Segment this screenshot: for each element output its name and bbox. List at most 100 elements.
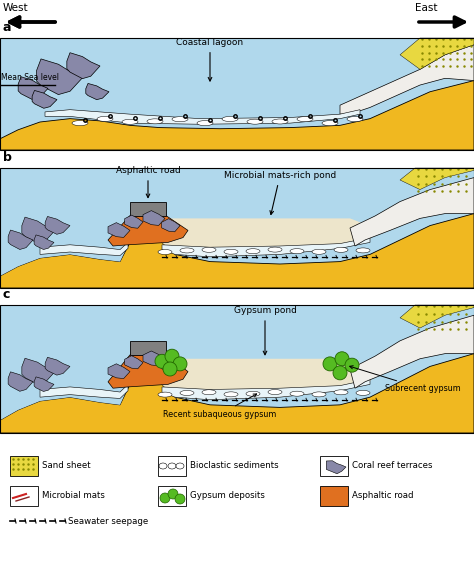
Polygon shape: [108, 223, 130, 238]
Polygon shape: [143, 211, 165, 225]
Ellipse shape: [158, 392, 172, 397]
Ellipse shape: [290, 391, 304, 396]
Ellipse shape: [356, 248, 370, 253]
Polygon shape: [350, 315, 474, 388]
Ellipse shape: [356, 390, 370, 396]
Bar: [0, 168, 474, 288]
Text: East: East: [415, 3, 438, 13]
Circle shape: [160, 493, 170, 503]
Text: Subrecent gypsum: Subrecent gypsum: [350, 365, 461, 393]
Bar: [158, 456, 186, 476]
Polygon shape: [36, 59, 83, 95]
Text: Coastal lagoon: Coastal lagoon: [176, 38, 244, 81]
Polygon shape: [40, 242, 128, 256]
Polygon shape: [0, 354, 474, 433]
Polygon shape: [108, 364, 130, 379]
Ellipse shape: [202, 390, 216, 394]
Text: Coral reef terraces: Coral reef terraces: [352, 461, 432, 471]
Circle shape: [155, 354, 169, 368]
Circle shape: [165, 349, 179, 363]
Ellipse shape: [159, 463, 167, 469]
Ellipse shape: [334, 248, 348, 252]
Text: b: b: [3, 151, 12, 164]
Polygon shape: [0, 81, 474, 150]
Ellipse shape: [272, 119, 288, 124]
Ellipse shape: [158, 249, 172, 254]
Polygon shape: [34, 377, 54, 392]
Circle shape: [168, 489, 178, 499]
Text: Microbial mats: Microbial mats: [42, 492, 105, 500]
Polygon shape: [0, 214, 474, 288]
Polygon shape: [40, 385, 128, 399]
Ellipse shape: [224, 249, 238, 254]
Ellipse shape: [268, 389, 282, 394]
Ellipse shape: [297, 117, 313, 121]
Bar: [0, 305, 474, 433]
Polygon shape: [45, 110, 360, 124]
Polygon shape: [8, 230, 33, 249]
Polygon shape: [326, 461, 346, 474]
Ellipse shape: [334, 390, 348, 395]
Bar: [320, 486, 348, 506]
Text: Microbial mats-rich pond: Microbial mats-rich pond: [224, 171, 336, 214]
Ellipse shape: [268, 247, 282, 252]
Polygon shape: [162, 218, 375, 257]
Polygon shape: [162, 218, 180, 232]
Polygon shape: [400, 168, 474, 189]
Polygon shape: [162, 238, 370, 257]
Polygon shape: [350, 178, 474, 246]
Ellipse shape: [168, 463, 176, 469]
Polygon shape: [22, 217, 55, 243]
Ellipse shape: [322, 121, 338, 125]
Ellipse shape: [312, 392, 326, 397]
Text: Sand sheet: Sand sheet: [42, 461, 91, 471]
Polygon shape: [32, 91, 57, 108]
Ellipse shape: [122, 119, 138, 124]
Ellipse shape: [222, 116, 238, 121]
Ellipse shape: [180, 390, 194, 396]
Ellipse shape: [180, 248, 194, 253]
Polygon shape: [86, 84, 109, 100]
Polygon shape: [162, 360, 180, 372]
Bar: [320, 456, 348, 476]
Polygon shape: [125, 215, 143, 228]
Polygon shape: [8, 372, 33, 391]
Ellipse shape: [172, 117, 188, 121]
Bar: [158, 486, 186, 506]
Ellipse shape: [72, 121, 88, 125]
Polygon shape: [108, 355, 188, 388]
Bar: [10, 456, 38, 476]
Circle shape: [173, 357, 187, 371]
Circle shape: [323, 357, 337, 371]
Bar: [0, 168, 474, 288]
Ellipse shape: [247, 119, 263, 124]
Polygon shape: [340, 45, 474, 114]
Polygon shape: [400, 38, 474, 69]
Polygon shape: [400, 305, 474, 328]
Text: Gypsum pond: Gypsum pond: [234, 306, 296, 355]
Circle shape: [333, 366, 347, 380]
Ellipse shape: [290, 249, 304, 254]
Bar: [130, 341, 166, 355]
Circle shape: [345, 358, 359, 372]
Text: Gypsum deposits: Gypsum deposits: [190, 492, 265, 500]
Ellipse shape: [202, 248, 216, 252]
Polygon shape: [162, 379, 370, 400]
Text: Mean Sea level: Mean Sea level: [1, 73, 59, 82]
Circle shape: [335, 352, 349, 366]
Text: c: c: [3, 288, 10, 301]
Text: Asphaltic road: Asphaltic road: [116, 166, 181, 198]
Polygon shape: [18, 77, 48, 99]
Ellipse shape: [312, 249, 326, 254]
Polygon shape: [0, 168, 128, 276]
Circle shape: [163, 362, 177, 376]
Polygon shape: [45, 357, 70, 375]
Text: Recent subaqueous gypsum: Recent subaqueous gypsum: [164, 394, 277, 419]
Bar: [0, 38, 474, 150]
Polygon shape: [162, 358, 375, 400]
Polygon shape: [108, 216, 188, 246]
Ellipse shape: [147, 119, 163, 124]
Bar: [0, 38, 474, 150]
Text: a: a: [3, 21, 11, 34]
Ellipse shape: [224, 392, 238, 397]
